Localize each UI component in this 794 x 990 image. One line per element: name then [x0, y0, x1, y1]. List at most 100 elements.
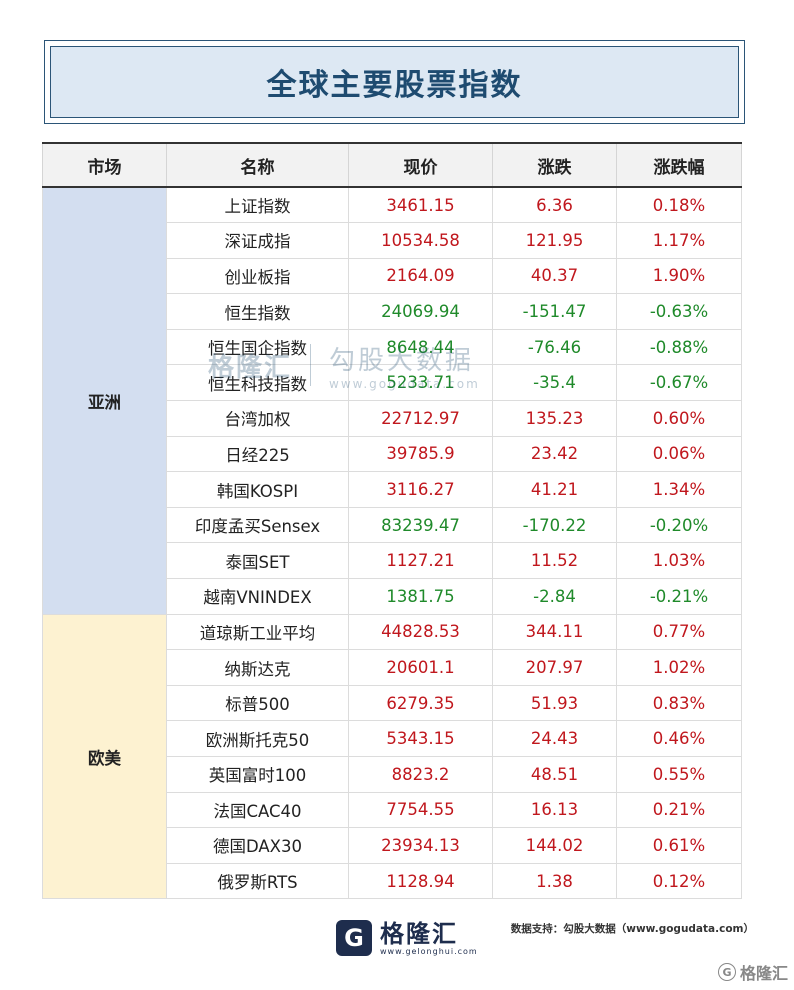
index-price: 5343.15	[348, 720, 493, 757]
index-change-pct: -0.63%	[616, 293, 742, 330]
index-change-pct: 0.77%	[616, 613, 742, 651]
index-change-pct: 0.46%	[616, 720, 742, 757]
brand-circle-icon: G	[717, 963, 736, 981]
index-name: 泰国SET	[166, 542, 349, 580]
index-change: -151.47	[492, 293, 617, 330]
footer-logo: G 格隆汇 www.gelonghui.com	[336, 920, 478, 956]
header-market: 市场	[42, 142, 167, 188]
table-row: 韩国KOSPI 3116.27 41.21 1.34%	[43, 471, 742, 508]
index-change-pct: -0.88%	[616, 328, 742, 366]
index-price: 2164.09	[348, 257, 493, 295]
index-change-pct: 0.12%	[616, 862, 742, 900]
table-row: 深证成指 10534.58 121.95 1.17%	[43, 222, 742, 259]
header-name: 名称	[166, 142, 349, 188]
table-row: 欧洲斯托克50 5343.15 24.43 0.46%	[43, 720, 742, 757]
corner-badge: G 格隆汇	[717, 960, 788, 984]
table-row: 恒生科技指数 5233.71 -35.4 -0.67%	[43, 364, 742, 402]
index-change-pct: 0.06%	[616, 435, 742, 473]
index-price: 3461.15	[348, 186, 493, 224]
index-change: 6.36	[492, 186, 617, 224]
index-change: 344.11	[492, 613, 617, 651]
index-name: 欧洲斯托克50	[166, 720, 349, 757]
table-row: 日经225 39785.9 23.42 0.06%	[43, 435, 742, 473]
index-price: 44828.53	[348, 613, 493, 651]
index-name: 德国DAX30	[166, 827, 349, 864]
index-change-pct: 1.34%	[616, 471, 742, 508]
index-name: 深证成指	[166, 222, 349, 259]
index-change: 207.97	[492, 649, 617, 686]
table-row: 恒生国企指数 8648.44 -76.46 -0.88%	[43, 328, 742, 366]
index-change: -76.46	[492, 328, 617, 366]
market-cell-asia: 亚洲	[42, 186, 167, 615]
table-row: 俄罗斯RTS 1128.94 1.38 0.12%	[43, 862, 742, 900]
index-price: 5233.71	[348, 364, 493, 402]
title-frame: 全球主要股票指数	[44, 40, 745, 124]
table-row: 创业板指 2164.09 40.37 1.90%	[43, 257, 742, 295]
title-box: 全球主要股票指数	[50, 46, 739, 118]
table-row: 法国CAC40 7754.55 16.13 0.21%	[43, 791, 742, 829]
logo-icon: G	[336, 920, 372, 956]
index-table: 市场 名称 现价 涨跌 涨跌幅 亚洲 上证指数 3461.15 6.36 0.18% 深证…	[42, 142, 742, 900]
index-price: 83239.47	[348, 506, 493, 544]
index-change: -170.22	[492, 506, 617, 544]
market-cell-euro: 欧美	[42, 613, 167, 900]
index-price: 22712.97	[348, 400, 493, 437]
corner-badge-label: 格隆汇	[739, 964, 788, 983]
index-change: 1.38	[492, 862, 617, 900]
index-change: 11.52	[492, 542, 617, 580]
logo-url: www.gelonghui.com	[380, 946, 478, 956]
index-change-pct: 1.17%	[616, 222, 742, 259]
table-row: 亚洲 上证指数 3461.15 6.36 0.18%	[42, 186, 742, 615]
index-change-pct: 1.03%	[616, 542, 742, 580]
index-change-pct: 1.90%	[616, 257, 742, 295]
index-price: 23934.13	[348, 827, 493, 864]
index-name: 越南VNINDEX	[166, 578, 349, 615]
table-row: 台湾加权 22712.97 135.23 0.60%	[43, 400, 742, 437]
index-name: 台湾加权	[166, 400, 349, 437]
index-change-pct: -0.21%	[616, 578, 742, 615]
index-change: 48.51	[492, 756, 617, 793]
index-change-pct: 0.21%	[616, 791, 742, 829]
table-row: 越南VNINDEX 1381.75 -2.84 -0.21%	[43, 578, 742, 615]
index-change: 40.37	[492, 257, 617, 295]
table-row: 英国富时100 8823.2 48.51 0.55%	[43, 756, 742, 793]
index-name: 道琼斯工业平均	[166, 613, 349, 651]
page-title: 全球主要股票指数	[266, 68, 523, 103]
table-header-row: 市场 名称 现价 涨跌 涨跌幅	[42, 142, 742, 188]
index-name: 英国富时100	[166, 756, 349, 793]
index-price: 8648.44	[348, 328, 493, 366]
index-name: 印度孟买Sensex	[166, 506, 349, 544]
index-change: -2.84	[492, 578, 617, 615]
index-change-pct: 1.02%	[616, 649, 742, 686]
index-change: 121.95	[492, 222, 617, 259]
index-price: 3116.27	[348, 471, 493, 508]
index-price: 1128.94	[348, 862, 493, 900]
index-change: 24.43	[492, 720, 617, 757]
index-price: 7754.55	[348, 791, 493, 829]
index-price: 1127.21	[348, 542, 493, 580]
index-change-pct: 0.18%	[616, 186, 742, 224]
index-price: 6279.35	[348, 684, 493, 722]
index-change: 41.21	[492, 471, 617, 508]
index-price: 24069.94	[348, 293, 493, 330]
header-change: 涨跌	[492, 142, 617, 188]
index-price: 39785.9	[348, 435, 493, 473]
index-name: 恒生国企指数	[166, 328, 349, 366]
index-change-pct: -0.20%	[616, 506, 742, 544]
index-change: 23.42	[492, 435, 617, 473]
index-change: 51.93	[492, 684, 617, 722]
index-change: 16.13	[492, 791, 617, 829]
index-change-pct: 0.60%	[616, 400, 742, 437]
index-change: 135.23	[492, 400, 617, 437]
index-price: 8823.2	[348, 756, 493, 793]
table-row: 纳斯达克 20601.1 207.97 1.02%	[43, 649, 742, 686]
index-name: 创业板指	[166, 257, 349, 295]
index-change: 144.02	[492, 827, 617, 864]
index-change: -35.4	[492, 364, 617, 402]
index-name: 俄罗斯RTS	[166, 862, 349, 900]
index-price: 10534.58	[348, 222, 493, 259]
index-change-pct: 0.61%	[616, 827, 742, 864]
index-name: 法国CAC40	[166, 791, 349, 829]
index-name: 纳斯达克	[166, 649, 349, 686]
index-name: 标普500	[166, 684, 349, 722]
